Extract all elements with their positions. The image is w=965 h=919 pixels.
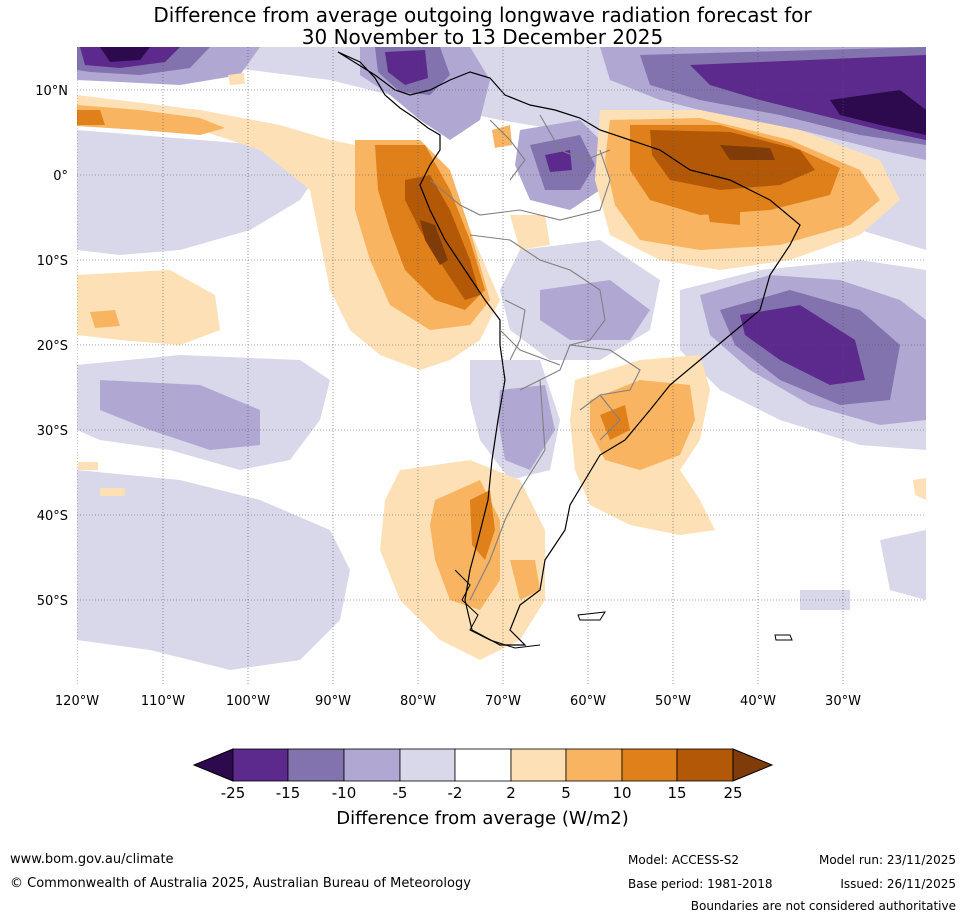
lon-label: 110°W xyxy=(141,694,185,709)
lon-label: 100°W xyxy=(226,694,270,709)
map-field xyxy=(77,47,926,685)
lat-label: 40°S xyxy=(37,509,68,524)
lat-label: 0° xyxy=(53,169,68,184)
lon-label: 30°W xyxy=(825,694,861,709)
country-boundaries xyxy=(429,114,641,601)
colorbar-tick-label: 10 xyxy=(612,784,631,802)
colorbar-bin xyxy=(676,748,734,782)
colorbar-tick-label: -15 xyxy=(276,784,301,802)
colorbar-bins xyxy=(232,748,734,782)
chart-title: Difference from average outgoing longwav… xyxy=(0,4,965,48)
lat-label: 20°S xyxy=(37,339,68,354)
lon-label: 90°W xyxy=(315,694,351,709)
copyright-text: © Commonwealth of Australia 2025, Austra… xyxy=(10,876,471,891)
model-run-date: Model run: 23/11/2025 xyxy=(818,853,956,867)
anomaly-extreme-negative xyxy=(100,47,926,135)
colorbar-bin xyxy=(454,748,512,782)
colorbar-tick-label: 15 xyxy=(667,784,686,802)
colorbar-extend-low xyxy=(192,748,234,782)
base-period: Base period: 1981-2018 xyxy=(628,877,773,891)
colorbar: -25 -15 -10 -5 -2 2 5 10 15 25 xyxy=(192,748,774,802)
colorbar-bin xyxy=(287,748,345,782)
colorbar-bin xyxy=(621,748,678,782)
colorbar-bin xyxy=(343,748,401,782)
colorbar-tick-label: -2 xyxy=(448,784,463,802)
lat-label: 10°S xyxy=(37,254,68,269)
lon-label: 50°W xyxy=(655,694,691,709)
coastline xyxy=(337,51,801,646)
longitude-labels: 120°W 110°W 100°W 90°W 80°W 70°W 60°W 50… xyxy=(55,694,861,709)
anomaly-extreme-positive xyxy=(420,145,775,265)
boundary-disclaimer: Boundaries are not considered authoritat… xyxy=(690,899,956,913)
issued-date: Issued: 26/11/2025 xyxy=(840,877,956,891)
colorbar-tick-label: -5 xyxy=(393,784,408,802)
lat-label: 30°S xyxy=(37,424,68,439)
colorbar-tick-label: 2 xyxy=(506,784,516,802)
colorbar-bin xyxy=(510,748,567,782)
title-line-1: Difference from average outgoing longwav… xyxy=(153,3,812,27)
lon-label: 70°W xyxy=(485,694,521,709)
colorbar-bin xyxy=(232,748,289,782)
forecast-map: 10°N 0° 10°S 20°S 30°S 40°S 50°S 120°W 1… xyxy=(35,47,926,709)
lat-label: 50°S xyxy=(37,594,68,609)
colorbar-title: Difference from average (W/m2) xyxy=(336,808,629,829)
lon-label: 60°W xyxy=(570,694,606,709)
colorbar-extend-high xyxy=(732,748,774,782)
lon-label: 40°W xyxy=(740,694,776,709)
colorbar-ticks: -25 -15 -10 -5 -2 2 5 10 15 25 xyxy=(221,784,743,802)
colorbar-bin xyxy=(399,748,456,782)
graticule xyxy=(77,47,926,685)
colorbar-tick-label: -25 xyxy=(221,784,246,802)
model-name: Model: ACCESS-S2 xyxy=(628,853,740,867)
latitude-labels: 10°N 0° 10°S 20°S 30°S 40°S 50°S xyxy=(35,84,68,609)
colorbar-tick-label: 25 xyxy=(723,784,742,802)
lat-label: 10°N xyxy=(35,84,68,99)
colorbar-tick-label: -10 xyxy=(332,784,357,802)
title-line-2: 30 November to 13 December 2025 xyxy=(301,25,664,49)
patagonia-islands xyxy=(454,569,793,649)
colorbar-bin xyxy=(565,748,623,782)
website-link[interactable]: www.bom.gov.au/climate xyxy=(10,852,174,867)
lon-label: 80°W xyxy=(400,694,436,709)
lon-label: 120°W xyxy=(55,694,99,709)
colorbar-tick-label: 5 xyxy=(561,784,571,802)
